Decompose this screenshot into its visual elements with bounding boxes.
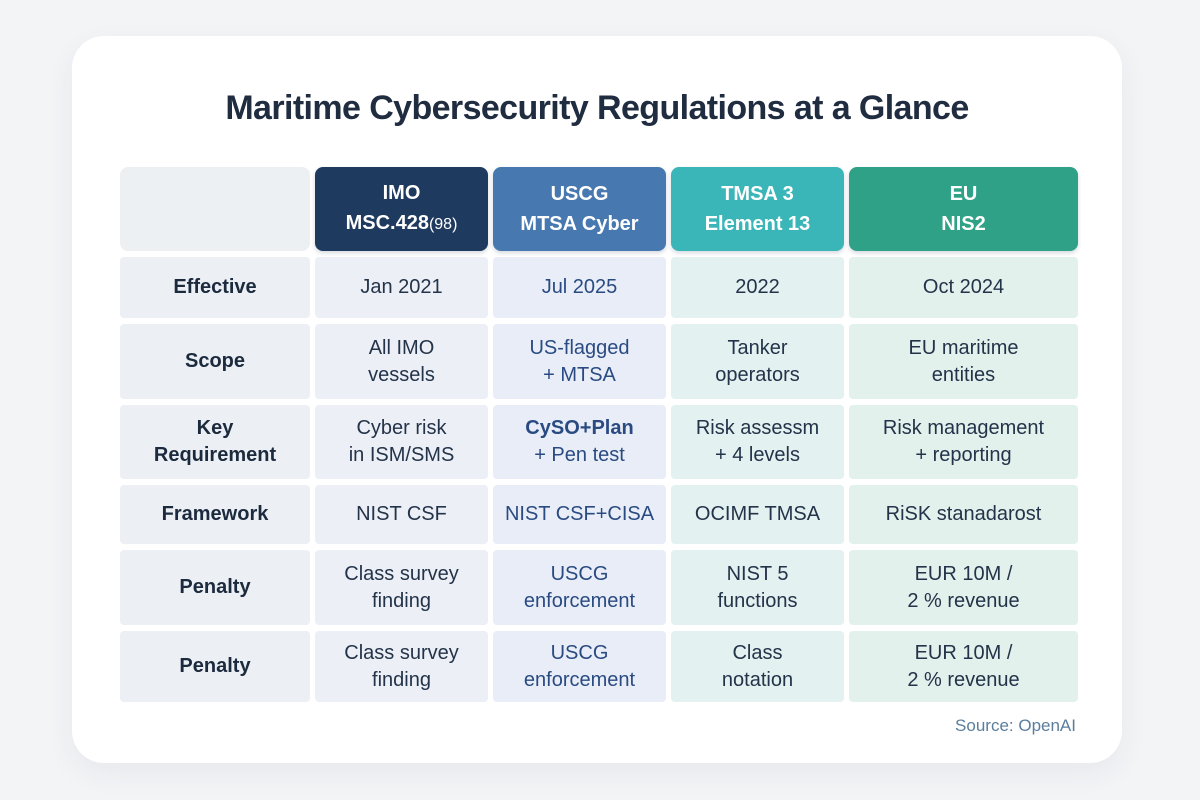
cell-uscg-effective: Jul 2025 [493, 257, 666, 318]
cell-tmsa-key-requirement: Risk assessm + 4 levels [671, 405, 844, 479]
corner-cell [120, 167, 310, 251]
cell-eu-penalty-2: EUR 10M / 2 % revenue [849, 631, 1078, 702]
cell-eu-penalty-1: EUR 10M / 2 % revenue [849, 550, 1078, 625]
header-line2: MTSA Cyber [520, 213, 639, 235]
header-line2: NIS2 [941, 213, 986, 235]
header-line2: MSC.428(98) [346, 208, 458, 240]
page-title: Maritime Cybersecurity Regulations at a … [225, 89, 969, 127]
cell-imo-scope: All IMO vessels [315, 324, 488, 399]
cell-eu-framework: RiSK stanadarost [849, 485, 1078, 544]
cell-imo-penalty-1: Class survey finding [315, 550, 488, 625]
column-header-eu: EU NIS2 [849, 167, 1078, 251]
cell-uscg-framework: NIST CSF+CISA [493, 485, 666, 544]
row-label-effective: Effective [120, 257, 310, 318]
source-attribution: Source: OpenAI [955, 716, 1076, 735]
row-label-framework: Framework [120, 485, 310, 544]
cell-imo-effective: Jan 2021 [315, 257, 488, 318]
cell-eu-scope: EU maritime entities [849, 324, 1078, 399]
row-label-penalty-2: Penalty [120, 631, 310, 702]
header-line1: USCG [550, 183, 609, 205]
row-label-scope: Scope [120, 324, 310, 399]
row-label-key-requirement: Key Requirement [120, 405, 310, 479]
cell-uscg-penalty-1: USCG enforcement [493, 550, 666, 625]
row-label-penalty-1: Penalty [120, 550, 310, 625]
cell-imo-key-requirement: Cyber risk in ISM/SMS [315, 405, 488, 479]
column-header-tmsa: TMSA 3 Element 13 [671, 167, 844, 251]
header-suffix: (98) [428, 216, 458, 233]
cell-tmsa-framework: OCIMF TMSA [671, 485, 844, 544]
cell-uscg-scope: US-flagged + MTSA [493, 324, 666, 399]
cell-eu-key-requirement: Risk management + reporting [849, 405, 1078, 479]
cell-uscg-penalty-2: USCG enforcement [493, 631, 666, 702]
header-line2: Element 13 [704, 213, 811, 235]
cell-uscg-key-requirement: CySO+Plan + Pen test [493, 405, 666, 479]
infographic-card: Maritime Cybersecurity Regulations at a … [72, 36, 1122, 763]
cell-tmsa-penalty-2: Class notation [671, 631, 844, 702]
cell-imo-framework: NIST CSF [315, 485, 488, 544]
regulations-table: IMO MSC.428(98) USCG MTSA Cyber TMSA 3 E… [120, 167, 1078, 702]
header-line1: TMSA 3 [721, 183, 794, 205]
header-main: MSC.428 [345, 212, 429, 234]
cell-tmsa-scope: Tanker operators [671, 324, 844, 399]
header-line1: EU [949, 183, 978, 205]
column-header-uscg: USCG MTSA Cyber [493, 167, 666, 251]
cell-bold-line: CySO+Plan [525, 417, 634, 439]
header-line1: IMO [382, 182, 421, 204]
column-header-imo: IMO MSC.428(98) [315, 167, 488, 251]
cell-imo-penalty-2: Class survey finding [315, 631, 488, 702]
cell-tmsa-effective: 2022 [671, 257, 844, 318]
cell-tmsa-penalty-1: NIST 5 functions [671, 550, 844, 625]
cell-eu-effective: Oct 2024 [849, 257, 1078, 318]
cell-plain-line: + Pen test [534, 444, 625, 466]
